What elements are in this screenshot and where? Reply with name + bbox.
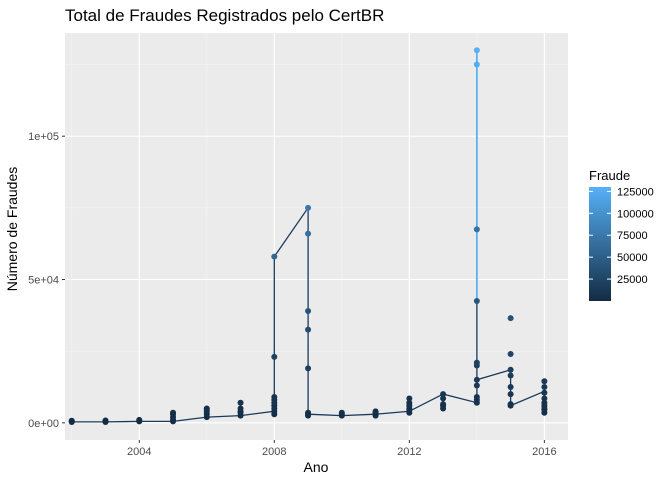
plot-panel bbox=[65, 33, 568, 440]
data-point bbox=[305, 230, 312, 237]
legend-colorbar bbox=[589, 187, 611, 301]
data-point bbox=[305, 326, 312, 333]
data-point bbox=[507, 391, 514, 398]
data-point bbox=[305, 308, 312, 315]
data-point bbox=[102, 417, 109, 424]
data-point bbox=[507, 401, 514, 408]
data-point bbox=[507, 351, 514, 358]
data-point bbox=[440, 391, 447, 398]
data-point bbox=[203, 405, 210, 412]
data-point bbox=[473, 376, 480, 383]
legend-tick-label: 125000 bbox=[617, 186, 654, 198]
legend-ticks: 25000 50000 75000 100000 125000 bbox=[589, 186, 654, 286]
data-point bbox=[305, 409, 312, 416]
series-path bbox=[71, 50, 545, 423]
chart-title: Total de Fraudes Registrados pelo CertBR bbox=[65, 6, 384, 25]
data-point bbox=[406, 399, 413, 406]
series-points bbox=[68, 47, 548, 425]
legend-tick-label: 75000 bbox=[617, 230, 648, 242]
data-point bbox=[338, 409, 345, 416]
data-point bbox=[507, 366, 514, 373]
y-tick-label: 1e+05 bbox=[28, 131, 59, 143]
legend-tick-label: 50000 bbox=[617, 252, 648, 264]
x-axis-ticks: 2004 2008 2012 2016 bbox=[127, 440, 557, 458]
data-point bbox=[271, 394, 278, 401]
y-axis-ticks: 0e+00 5e+04 1e+05 bbox=[28, 131, 65, 430]
legend-tick-label: 100000 bbox=[617, 208, 654, 220]
x-tick-label: 2012 bbox=[397, 446, 421, 458]
legend: Fraude 25000 50000 75000 100000 125000 bbox=[589, 168, 654, 301]
data-point bbox=[541, 395, 548, 402]
x-tick-label: 2016 bbox=[532, 446, 556, 458]
x-tick-label: 2008 bbox=[262, 446, 286, 458]
data-point bbox=[473, 47, 480, 54]
x-tick-label: 2004 bbox=[127, 446, 151, 458]
data-point bbox=[440, 401, 447, 408]
data-point bbox=[271, 253, 278, 260]
y-axis-title: Número de Fraudes bbox=[4, 167, 20, 292]
data-point bbox=[237, 405, 244, 412]
data-point bbox=[541, 383, 548, 390]
data-point bbox=[507, 372, 514, 379]
x-axis-title: Ano bbox=[304, 459, 329, 475]
data-point bbox=[372, 408, 379, 415]
major-gridlines bbox=[65, 33, 568, 440]
data-point bbox=[440, 395, 447, 402]
data-point bbox=[507, 315, 514, 322]
data-point bbox=[271, 353, 278, 360]
data-point bbox=[305, 365, 312, 372]
y-tick-label: 0e+00 bbox=[28, 418, 59, 430]
data-point bbox=[473, 394, 480, 401]
data-point bbox=[473, 382, 480, 389]
data-point bbox=[305, 204, 312, 211]
data-point bbox=[473, 226, 480, 233]
data-point bbox=[473, 359, 480, 366]
data-point bbox=[541, 399, 548, 406]
series-line bbox=[71, 50, 545, 423]
legend-title: Fraude bbox=[589, 168, 630, 183]
data-point bbox=[68, 417, 75, 424]
data-point bbox=[541, 389, 548, 396]
data-point bbox=[406, 395, 413, 402]
y-tick-label: 5e+04 bbox=[28, 274, 59, 286]
data-point bbox=[473, 61, 480, 68]
data-point bbox=[170, 409, 177, 416]
legend-tick-label: 25000 bbox=[617, 274, 648, 286]
data-point bbox=[237, 399, 244, 406]
data-point bbox=[473, 297, 480, 304]
data-point bbox=[136, 416, 143, 423]
data-point bbox=[507, 383, 514, 390]
data-point bbox=[541, 378, 548, 385]
